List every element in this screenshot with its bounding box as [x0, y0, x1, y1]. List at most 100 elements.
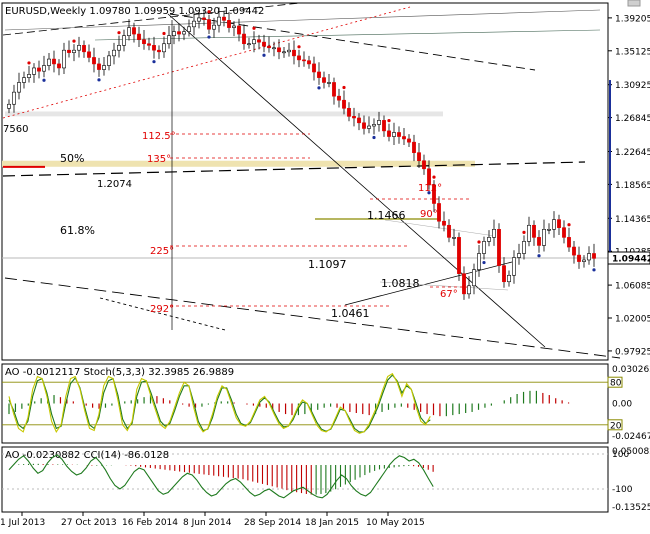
stoch-panel-frame	[1, 363, 609, 444]
candle-body	[262, 41, 266, 47]
candle-body	[427, 168, 431, 186]
candle-body	[297, 55, 301, 61]
candle-body	[257, 39, 261, 43]
candle-body	[217, 16, 221, 26]
candle-body	[32, 67, 36, 75]
candle-body	[377, 120, 381, 125]
candle-body	[502, 265, 506, 283]
fractal-down-marker	[427, 191, 431, 195]
candle-body	[532, 224, 536, 238]
price-tick-label: 1.06085	[615, 282, 650, 292]
candle-body	[212, 24, 216, 30]
candle-body	[492, 229, 496, 238]
gann-label-292: 292°	[150, 304, 174, 315]
candle-body	[237, 25, 241, 35]
candle-body	[517, 253, 521, 258]
candle-body	[357, 117, 361, 124]
candle-body	[592, 253, 596, 259]
fractal-up-marker	[477, 240, 481, 244]
gann-label-90: 90°	[420, 209, 438, 220]
gann-label-67: 67°	[440, 289, 458, 300]
candle-body	[152, 45, 156, 51]
candle-body	[457, 237, 461, 274]
candle-body	[567, 237, 571, 248]
stoch-level-20-box	[607, 419, 623, 431]
fractal-down-marker	[262, 53, 266, 57]
price-tick-label: 1.14365	[615, 215, 650, 225]
candle-body	[17, 82, 21, 93]
annotation-1-1466: 1.1466	[367, 209, 406, 222]
fractal-down-marker	[317, 86, 321, 90]
time-tick-label: 10 May 2015	[366, 518, 425, 528]
time-tick-label: 28 Sep 2014	[244, 518, 301, 528]
candle-body	[87, 51, 91, 58]
candle-body	[577, 254, 581, 262]
time-tick-label: 1 Jul 2013	[0, 518, 45, 528]
candle-body	[342, 99, 346, 109]
candle-body	[402, 136, 406, 140]
fib-zone-upper	[5, 111, 443, 117]
candle-body	[182, 31, 186, 35]
candle-body	[467, 285, 471, 295]
candle-body	[477, 253, 481, 270]
candle-body	[537, 237, 541, 246]
candle-body	[302, 59, 306, 62]
candle-body	[462, 273, 466, 295]
candle-body	[572, 246, 576, 256]
candle-body	[57, 63, 61, 69]
stoch-d-line	[8, 374, 431, 433]
candle-body	[472, 269, 476, 287]
candle-body	[552, 219, 556, 230]
long-solid-line	[4, 9, 601, 31]
time-tick-label: 18 Jan 2015	[305, 518, 359, 528]
candle-body	[557, 219, 561, 228]
candle-body	[172, 31, 176, 36]
candle-body	[127, 27, 131, 36]
annotation-1-1097: 1.1097	[308, 258, 347, 271]
candle-body	[487, 237, 491, 242]
candle-body	[287, 49, 291, 53]
candle-body	[227, 20, 231, 28]
candle-body	[417, 152, 421, 162]
candle-body	[382, 120, 386, 132]
candle-body	[197, 17, 201, 22]
red-dotted-line	[2, 6, 411, 119]
fractal-up-marker	[567, 223, 571, 227]
fractal-up-marker	[162, 31, 166, 36]
fractal-up-marker	[252, 26, 256, 30]
candle-body	[317, 71, 321, 78]
fractal-up-marker	[27, 61, 31, 65]
gann-label-225: 225°	[150, 246, 174, 257]
gann-label-135: 135°	[147, 154, 171, 165]
fractal-up-marker	[117, 31, 121, 35]
candle-body	[222, 16, 226, 21]
candle-body	[102, 65, 106, 70]
price-tick-label: 1.35125	[615, 47, 650, 57]
triangle-support	[344, 261, 513, 306]
downtrend-line	[167, 13, 546, 348]
candle-body	[117, 45, 121, 51]
fractal-up-marker	[297, 45, 301, 49]
cci-y-tick: 100	[612, 450, 629, 460]
candle-body	[92, 57, 96, 65]
annotation-7560: 7560	[3, 124, 28, 135]
annotation-1-0818: 1.0818	[381, 277, 420, 290]
candle-body	[37, 67, 41, 72]
candle-body	[562, 227, 566, 238]
candle-body	[522, 241, 526, 254]
candle-body	[347, 107, 351, 117]
candle-body	[167, 35, 171, 45]
fractal-down-marker	[372, 135, 376, 140]
candle-body	[162, 43, 166, 53]
fractal-up-marker	[342, 85, 346, 90]
cci-y-tick: 0.050082	[612, 447, 650, 457]
candle-body	[312, 63, 316, 73]
candle-body	[437, 203, 441, 222]
fractal-down-marker	[42, 78, 46, 82]
candle-body	[252, 39, 256, 45]
candle-body	[207, 19, 211, 30]
candle-body	[582, 259, 586, 262]
candle-body	[27, 74, 31, 78]
